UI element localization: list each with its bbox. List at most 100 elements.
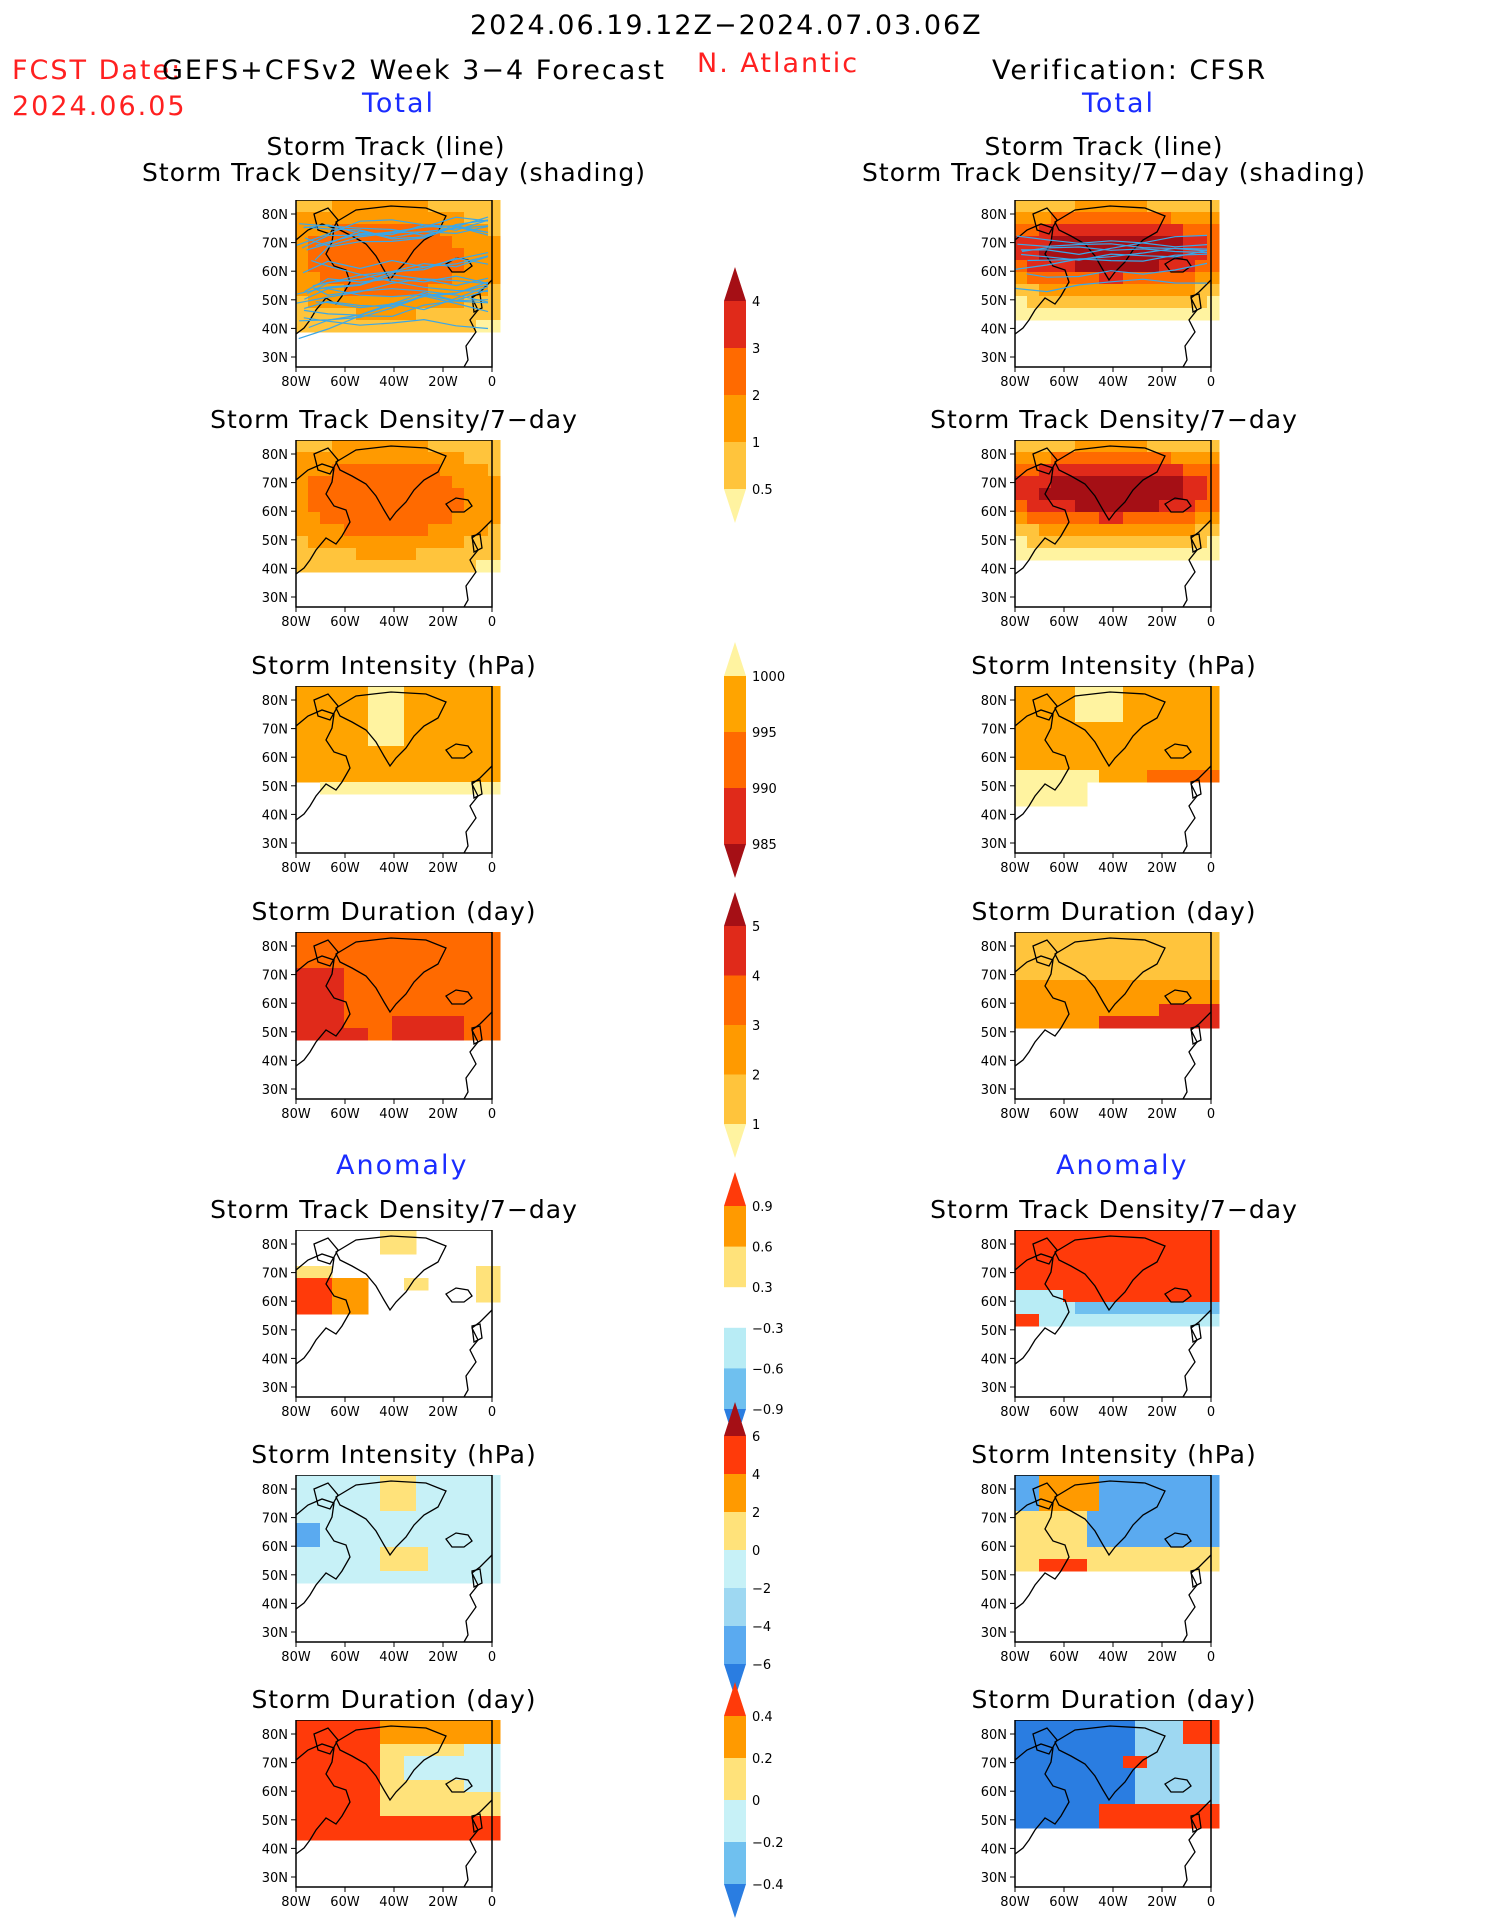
lon-tick-label: 20W (428, 375, 458, 390)
title-track-line-left: Storm Track (line) (266, 132, 506, 161)
shading-field (296, 440, 501, 573)
lat-tick-label: 60N (262, 265, 288, 280)
lat-tick-label: 80N (262, 1483, 288, 1498)
colorbar-label: −6 (752, 1658, 771, 1673)
lat-tick-label: 60N (262, 751, 288, 766)
title-duration-total-left: Storm Duration (day) (251, 897, 537, 926)
lon-tick-label: 0 (1207, 861, 1215, 876)
title-track-shading-right: Storm Track Density/7−day (shading) (862, 158, 1366, 187)
lat-tick-label: 80N (262, 208, 288, 223)
lat-tick-label: 80N (262, 694, 288, 709)
lat-tick-label: 80N (981, 448, 1007, 463)
title-density-total-left: Storm Track Density/7−day (210, 405, 578, 434)
colorbar-duration-anomaly: 0.4 0.2 0 −0.2 −0.4 (724, 1682, 784, 1918)
lat-tick-label: 50N (981, 534, 1007, 549)
lat-tick-label: 60N (981, 1785, 1007, 1800)
lat-tick-label: 40N (262, 808, 288, 823)
duration-total-map-forecast: 80N 70N 60N 50N 40N 30N 80W 60W 40W 20W 0 (262, 932, 501, 1122)
lat-tick-label: 80N (262, 448, 288, 463)
lon-tick-label: 20W (428, 1107, 458, 1122)
title-intensity-total-right: Storm Intensity (hPa) (971, 651, 1257, 680)
shading-field (296, 1720, 501, 1841)
lon-tick-label: 80W (1000, 615, 1030, 630)
title-duration-anom-left: Storm Duration (day) (251, 1685, 537, 1714)
lon-tick-label: 20W (428, 615, 458, 630)
lat-tick-label: 40N (262, 322, 288, 337)
lon-tick-label: 40W (1098, 1895, 1128, 1910)
lat-tick-label: 30N (262, 351, 288, 366)
title-density-total-right: Storm Track Density/7−day (930, 405, 1298, 434)
lat-tick-label: 60N (981, 751, 1007, 766)
lat-tick-label: 50N (262, 534, 288, 549)
lon-tick-label: 20W (428, 1895, 458, 1910)
lon-tick-label: 60W (1049, 1405, 1079, 1420)
lon-tick-label: 60W (330, 861, 360, 876)
storm-track-lines (296, 216, 489, 340)
lon-tick-label: 80W (281, 1107, 311, 1122)
lat-tick-label: 30N (262, 591, 288, 606)
lon-tick-label: 0 (1207, 375, 1215, 390)
lat-tick-label: 70N (981, 1757, 1007, 1772)
lat-tick-label: 40N (262, 1054, 288, 1069)
lat-tick-label: 40N (981, 808, 1007, 823)
coastline (295, 691, 493, 854)
lon-tick-label: 40W (1098, 861, 1128, 876)
lat-tick-label: 60N (981, 265, 1007, 280)
lon-tick-label: 40W (1098, 1650, 1128, 1665)
colorbar-label: −2 (752, 1582, 771, 1597)
title-duration-total-right: Storm Duration (day) (971, 897, 1257, 926)
lon-tick-label: 80W (281, 615, 311, 630)
intensity-anomaly-map-verification: 80N 70N 60N 50N 40N 30N 80W 60W 40W 20W 0 (981, 1475, 1220, 1665)
colorbar-label: 6 (752, 1430, 760, 1445)
lat-tick-label: 50N (262, 1569, 288, 1584)
colorbar-label: 3 (752, 342, 760, 357)
lon-tick-label: 40W (379, 375, 409, 390)
lat-tick-label: 70N (262, 1512, 288, 1527)
coastline (295, 1480, 493, 1643)
lat-tick-label: 40N (981, 1352, 1007, 1367)
lon-tick-label: 40W (379, 1405, 409, 1420)
shading-field (1015, 440, 1220, 561)
colorbar-label: 2 (752, 1069, 760, 1084)
lon-tick-label: 20W (428, 1405, 458, 1420)
lat-tick-label: 50N (981, 1026, 1007, 1041)
colorbar-label: 5 (752, 920, 760, 935)
colorbar-label: −0.3 (752, 1322, 784, 1337)
lon-tick-label: 80W (281, 375, 311, 390)
lon-tick-label: 0 (488, 1405, 496, 1420)
lon-tick-label: 60W (1049, 1650, 1079, 1665)
section-total-right: Total (1082, 88, 1156, 119)
shading-field (1015, 1720, 1220, 1829)
lat-tick-label: 40N (981, 1842, 1007, 1857)
lon-tick-label: 60W (330, 1107, 360, 1122)
lat-tick-label: 30N (981, 1626, 1007, 1641)
shading-field (296, 1230, 501, 1315)
colorbar-label: 990 (752, 782, 777, 797)
lon-tick-label: 60W (1049, 1107, 1079, 1122)
lon-tick-label: 20W (1147, 615, 1177, 630)
intensity-anomaly-map-forecast: 80N 70N 60N 50N 40N 30N 80W 60W 40W 20W 0 (262, 1475, 501, 1665)
lon-tick-label: 0 (1207, 1405, 1215, 1420)
duration-anomaly-map-forecast: 80N 70N 60N 50N 40N 30N 80W 60W 40W 20W 0 (262, 1720, 501, 1910)
lat-tick-label: 80N (981, 1483, 1007, 1498)
lon-tick-label: 60W (330, 1405, 360, 1420)
lat-tick-label: 80N (262, 940, 288, 955)
lon-tick-label: 60W (1049, 615, 1079, 630)
coastline (1014, 205, 1212, 368)
colorbar-label: −0.9 (752, 1403, 784, 1418)
colorbar-intensity-total: 1000995990985980 (724, 642, 785, 878)
colorbar-label: 4 (752, 970, 760, 985)
colorbar-label: −0.4 (752, 1878, 784, 1893)
lat-tick-label: 50N (262, 780, 288, 795)
coastline (1014, 1725, 1212, 1888)
density-anomaly-map-forecast: 80N 70N 60N 50N 40N 30N 80W 60W 40W 20W 0 (262, 1230, 501, 1420)
lon-tick-label: 0 (1207, 1107, 1215, 1122)
colorbar-label: 0.9 (752, 1200, 773, 1215)
lat-tick-label: 70N (981, 1512, 1007, 1527)
lon-tick-label: 40W (379, 1107, 409, 1122)
lat-tick-label: 70N (981, 969, 1007, 984)
lat-tick-label: 30N (262, 1871, 288, 1886)
duration-anomaly-map-verification: 80N 70N 60N 50N 40N 30N 80W 60W 40W 20W 0 (981, 1720, 1220, 1910)
lat-tick-label: 60N (262, 1785, 288, 1800)
